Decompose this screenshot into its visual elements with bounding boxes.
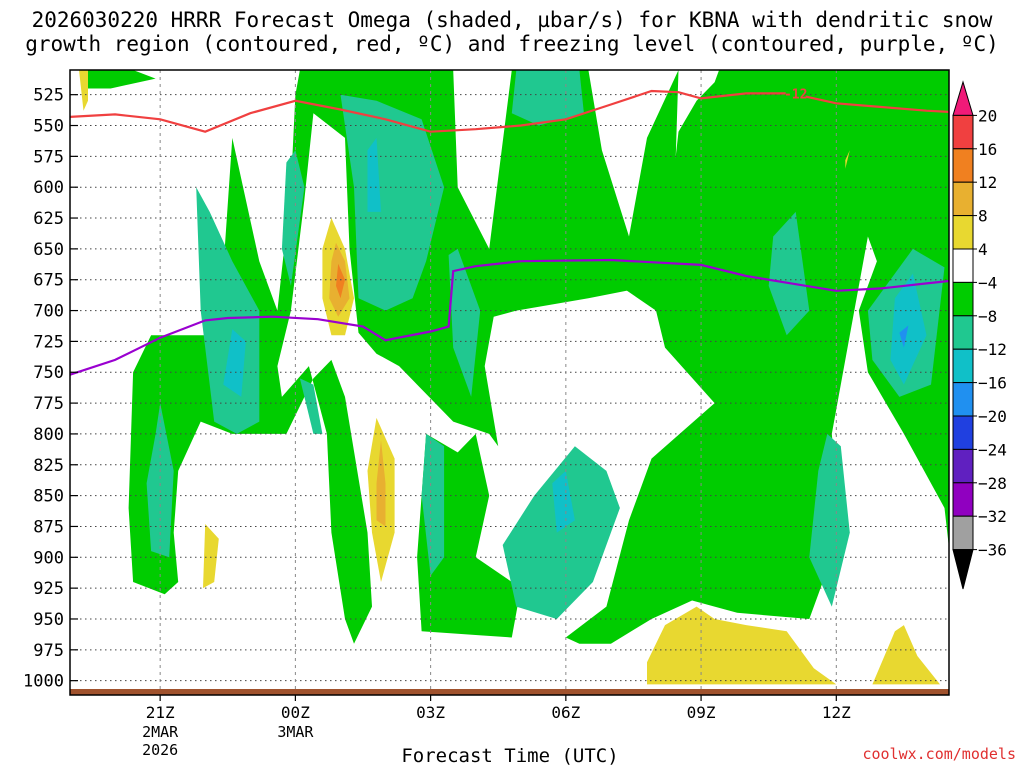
omega-region-green-0 <box>83 70 156 89</box>
omega-region-cyan-20 <box>890 273 927 385</box>
contour-lines: -12 <box>70 86 949 376</box>
omega-region-green-3 <box>565 70 949 644</box>
colorbar-label-9: −20 <box>978 407 1007 426</box>
omega-region-teal-8 <box>299 378 323 434</box>
colorbar-label-6: −8 <box>978 307 997 326</box>
x-tick-label-12Z: 12Z <box>822 703 851 722</box>
colorbar-label-7: −12 <box>978 340 1007 359</box>
colorbar-swatch-12 <box>952 482 974 517</box>
y-tick-label-625: 625 <box>33 209 64 229</box>
y-tick-label-675: 675 <box>33 271 64 291</box>
colorbar-swatch-7 <box>952 315 974 350</box>
colorbar-swatch-4 <box>952 215 974 250</box>
omega-region-blue-21 <box>899 325 909 348</box>
colorbar-label-10: −24 <box>978 440 1007 459</box>
x-tick-label-06Z: 06Z <box>551 703 580 722</box>
omega-region-yellow-23 <box>203 524 219 589</box>
chart-title-line-1: 2026030220 HRRR Forecast Omega (shaded, … <box>31 8 993 32</box>
omega-region-yellow-29 <box>845 150 850 169</box>
y-tick-label-900: 900 <box>33 548 64 568</box>
omega-region-yellow-31 <box>872 625 940 685</box>
colorbar-label-4: 4 <box>978 240 988 259</box>
ground-surface <box>70 689 949 695</box>
omega-region-gold-28 <box>376 440 386 527</box>
y-tick-label-800: 800 <box>33 425 64 445</box>
dgz-label-background <box>785 86 806 101</box>
colorbar-swatch-11 <box>952 448 974 484</box>
colorbar-swatch-6 <box>952 281 974 317</box>
plot-frame <box>69 69 950 696</box>
y-tick-label-575: 575 <box>33 147 64 167</box>
omega-region-yellow-30 <box>647 606 837 685</box>
omega-region-green-1 <box>128 70 679 644</box>
colorbar-swatch-top <box>952 80 974 116</box>
x-tick-label-00Z: 00Z <box>281 703 310 722</box>
colorbar-swatch-10 <box>952 415 974 450</box>
colorbar-swatch-13 <box>952 515 974 551</box>
y-tick-label-650: 650 <box>33 240 64 260</box>
colorbar-swatch-bottom <box>952 549 974 590</box>
colorbar-swatch-9 <box>952 382 974 417</box>
colorbar-label-5: −4 <box>978 273 997 292</box>
omega-region-teal-13 <box>502 446 620 619</box>
colorbar-swatch-5 <box>952 248 974 283</box>
colorbar-label-2: 12 <box>978 173 997 192</box>
x-axis-label: Forecast Time (UTC) <box>401 745 619 767</box>
colorbar-label-0: 20 <box>978 106 997 125</box>
gridlines <box>70 70 949 693</box>
colorbar-label-3: 8 <box>978 207 988 226</box>
omega-region-teal-12 <box>421 433 445 576</box>
x-tick-label-09Z: 09Z <box>687 703 716 722</box>
y-tick-label-775: 775 <box>33 394 64 414</box>
dgz-contour-label: -12 <box>784 87 807 102</box>
y-tick-label-925: 925 <box>33 579 64 599</box>
omega-region-teal-5 <box>146 403 174 558</box>
omega-region-teal-9 <box>340 94 445 311</box>
colorbar-label-13: −36 <box>978 541 1007 560</box>
omega-region-cyan-19 <box>552 470 575 533</box>
omega-region-yellow-22 <box>79 70 88 111</box>
y-tick-label-550: 550 <box>33 117 64 137</box>
x-tick-date-00Z: 3MAR <box>277 723 314 741</box>
x-tick-year-21Z: 2026 <box>142 741 178 759</box>
x-tick-label-21Z: 21Z <box>146 703 175 722</box>
y-tick-label-525: 525 <box>33 86 64 106</box>
x-tick-date-21Z: 2MAR <box>142 723 179 741</box>
y-tick-label-700: 700 <box>33 302 64 322</box>
y-tick-label-825: 825 <box>33 456 64 476</box>
y-tick-label-725: 725 <box>33 332 64 352</box>
omega-region-orange-26 <box>336 263 345 299</box>
y-tick-label-950: 950 <box>33 610 64 630</box>
y-tick-label-750: 750 <box>33 363 64 383</box>
colorbar-swatch-8 <box>952 348 974 384</box>
y-tick-label-875: 875 <box>33 517 64 537</box>
omega-region-teal-10 <box>448 248 481 397</box>
omega-region-teal-15 <box>809 433 850 607</box>
omega-region-teal-14 <box>768 211 810 336</box>
omega-region-teal-6 <box>196 187 260 434</box>
colorbar-swatch-3 <box>952 181 974 217</box>
colorbar: 20 16 12 8 4 −4 −8 −12 −16 −20 −24 −28 −32 −36 <box>952 80 1007 590</box>
colorbar-label-8: −16 <box>978 374 1007 393</box>
colorbar-label-12: −32 <box>978 507 1007 526</box>
y-tick-label-600: 600 <box>33 178 64 198</box>
omega-region-teal-11 <box>511 70 584 126</box>
y-tick-label-975: 975 <box>33 641 64 661</box>
freezing-level-contour <box>70 258 949 376</box>
y-tick-label-1000: 1000 <box>23 672 64 692</box>
colorbar-swatch-1 <box>952 114 974 150</box>
omega-region-teal-7 <box>281 150 305 286</box>
source-credit: coolwx.com/models <box>862 745 1016 763</box>
colorbar-label-1: 16 <box>978 140 997 159</box>
chart-title-line-2: growth region (contoured, red, ºC) and f… <box>25 32 999 56</box>
colorbar-swatch-2 <box>952 148 974 183</box>
y-tick-label-850: 850 <box>33 487 64 507</box>
dendritic-growth-contour <box>70 89 949 133</box>
x-tick-label-03Z: 03Z <box>416 703 445 722</box>
colorbar-label-11: −28 <box>978 474 1007 493</box>
omega-region-cyan-18 <box>223 329 246 397</box>
y-axis-ticks: 525 550 575 600 625 650 675 700 725 750 775 800 825 8… <box>23 86 78 692</box>
